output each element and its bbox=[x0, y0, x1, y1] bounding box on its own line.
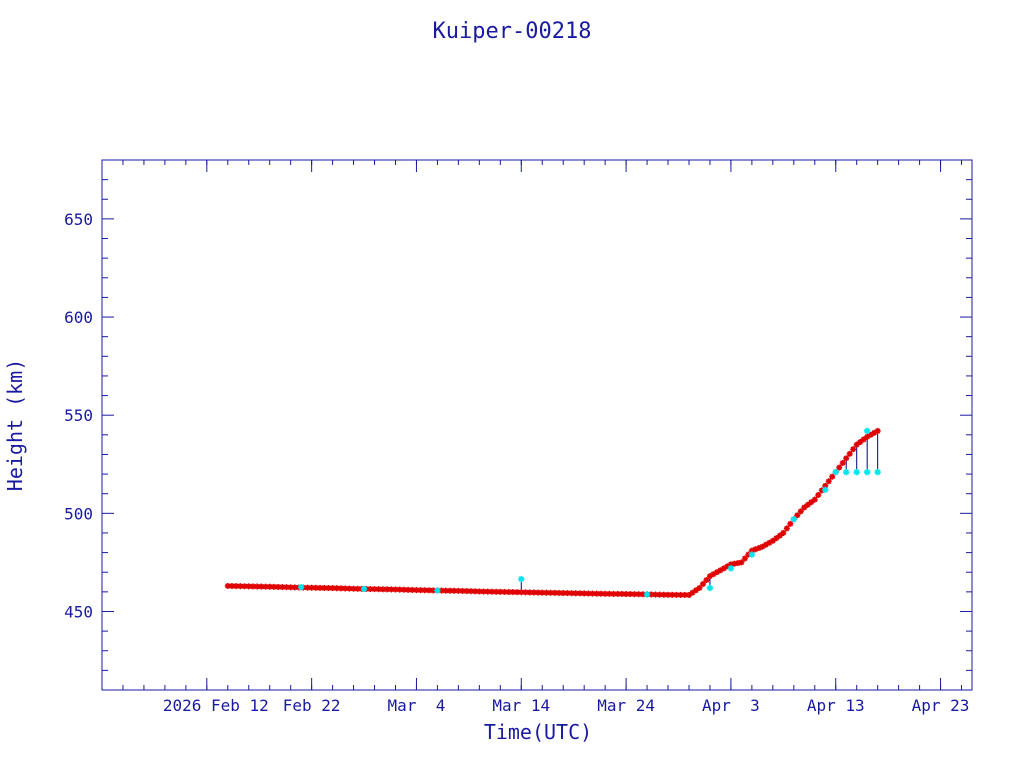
y-tick-label: 650 bbox=[64, 210, 93, 229]
x-tick-label: Apr 3 bbox=[702, 696, 760, 715]
data-point-primary bbox=[846, 450, 853, 457]
data-point-primary bbox=[815, 492, 822, 499]
data-point-secondary bbox=[706, 584, 714, 592]
data-point-primary bbox=[794, 512, 801, 519]
data-point-secondary bbox=[853, 468, 860, 476]
y-tick-label: 500 bbox=[64, 504, 93, 523]
data-point-primary bbox=[656, 591, 663, 598]
data-point-primary bbox=[610, 590, 617, 597]
data-point-primary bbox=[367, 586, 374, 593]
data-point-secondary bbox=[297, 583, 305, 591]
data-point-primary bbox=[509, 589, 516, 596]
data-point-secondary bbox=[643, 591, 651, 598]
data-point-secondary bbox=[727, 565, 735, 572]
data-point-primary bbox=[325, 585, 332, 592]
data-point-primary bbox=[635, 591, 642, 598]
data-point-secondary bbox=[863, 468, 871, 476]
data-point-primary bbox=[539, 589, 546, 596]
data-point-primary bbox=[535, 589, 542, 596]
x-tick-label: Mar 4 bbox=[388, 696, 446, 715]
data-point-primary bbox=[829, 473, 836, 480]
chart-title: Kuiper-00218 bbox=[433, 19, 592, 44]
data-point-primary bbox=[442, 587, 449, 594]
data-point-primary bbox=[685, 591, 692, 598]
data-point-primary bbox=[741, 555, 748, 562]
data-point-primary bbox=[245, 583, 252, 590]
data-point-secondary bbox=[434, 587, 441, 594]
y-axis-label: Height (km) bbox=[3, 359, 27, 491]
series-markers bbox=[224, 427, 881, 598]
data-point-primary bbox=[421, 587, 428, 594]
data-point-primary bbox=[652, 591, 659, 598]
tick-labels: 2026 Feb 12 Feb 22 Mar 4 Mar 14 Mar 24 Apr 3 A… bbox=[64, 210, 969, 715]
data-point-secondary bbox=[874, 468, 881, 476]
data-point-primary bbox=[811, 496, 818, 503]
data-point-secondary bbox=[832, 468, 839, 476]
data-point-primary bbox=[581, 590, 588, 597]
plot-frame bbox=[101, 159, 973, 691]
y-tick-label: 600 bbox=[64, 308, 93, 327]
data-point-primary bbox=[769, 537, 776, 544]
data-point-primary bbox=[857, 439, 864, 446]
data-point-primary bbox=[543, 589, 550, 596]
data-point-primary bbox=[321, 584, 328, 591]
data-point-primary bbox=[839, 459, 846, 466]
data-point-secondary bbox=[518, 575, 525, 583]
data-point-primary bbox=[804, 501, 811, 508]
data-point-primary bbox=[825, 478, 832, 485]
x-tick-label: Apr 23 bbox=[912, 696, 970, 715]
data-point-primary bbox=[874, 427, 881, 434]
data-point-primary bbox=[783, 525, 790, 532]
data-point-secondary bbox=[822, 486, 829, 493]
axis-ticks bbox=[101, 159, 972, 691]
data-point-secondary bbox=[748, 551, 756, 558]
data-point-primary bbox=[480, 588, 487, 595]
data-point-primary bbox=[850, 446, 857, 453]
y-tick-label: 450 bbox=[64, 602, 93, 621]
data-point-primary bbox=[843, 455, 850, 462]
x-tick-label: 2026 Feb 12 bbox=[163, 696, 269, 715]
data-point-secondary bbox=[863, 427, 871, 435]
data-point-primary bbox=[797, 508, 804, 515]
data-point-primary bbox=[699, 581, 706, 587]
x-axis-label: Time(UTC) bbox=[484, 720, 592, 744]
data-point-primary bbox=[400, 586, 407, 593]
data-point-primary bbox=[329, 585, 336, 592]
data-point-primary bbox=[551, 589, 558, 596]
data-point-primary bbox=[266, 583, 273, 590]
data-point-primary bbox=[568, 590, 575, 597]
data-point-primary bbox=[493, 588, 500, 595]
data-point-primary bbox=[237, 583, 244, 590]
data-point-primary bbox=[696, 584, 703, 591]
data-point-primary bbox=[291, 584, 298, 591]
data-point-primary bbox=[738, 559, 745, 566]
data-point-secondary bbox=[790, 516, 798, 523]
y-tick-label: 550 bbox=[64, 406, 93, 425]
data-point-primary bbox=[304, 584, 311, 591]
data-point-primary bbox=[618, 590, 625, 597]
x-tick-label: Mar 14 bbox=[492, 696, 550, 715]
data-point-secondary bbox=[843, 468, 850, 476]
data-point-primary bbox=[405, 586, 412, 593]
data-point-primary bbox=[354, 585, 361, 592]
x-tick-label: Mar 24 bbox=[597, 696, 655, 715]
data-point-secondary bbox=[360, 585, 368, 593]
data-point-primary bbox=[371, 586, 378, 593]
series-connector-line bbox=[227, 430, 878, 596]
data-point-primary bbox=[787, 520, 794, 527]
data-point-primary bbox=[703, 577, 710, 584]
data-point-primary bbox=[780, 529, 787, 536]
x-tick-label: Feb 22 bbox=[283, 696, 341, 715]
series-connectors bbox=[227, 430, 879, 596]
x-tick-label: Apr 13 bbox=[807, 696, 865, 715]
data-point-primary bbox=[692, 587, 699, 594]
data-point-primary bbox=[589, 590, 596, 597]
data-point-primary bbox=[287, 584, 294, 591]
data-point-primary bbox=[836, 464, 843, 471]
